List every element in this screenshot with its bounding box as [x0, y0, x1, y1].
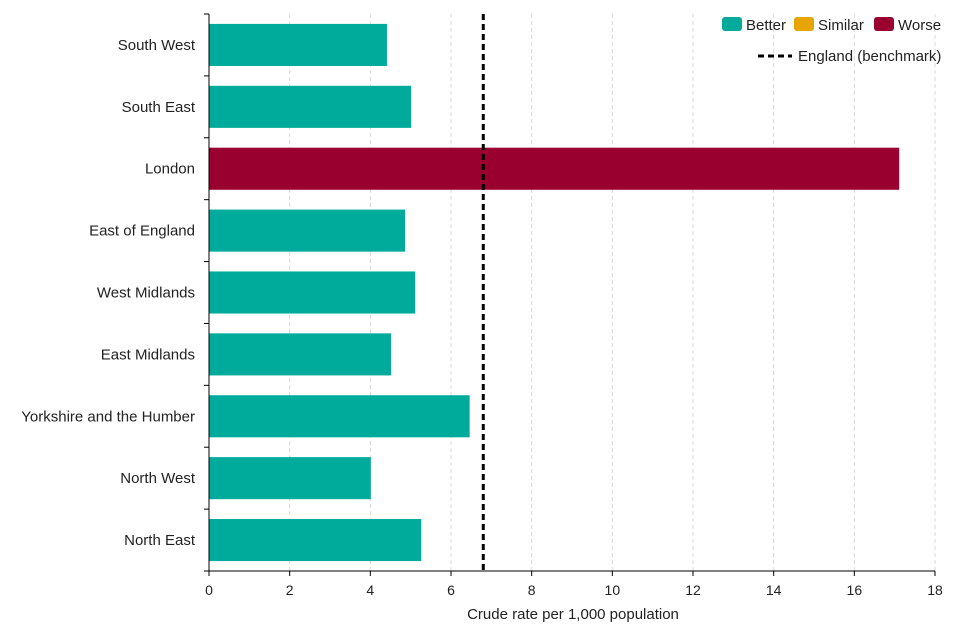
x-tick-labels: 0 2 4 6 8 10 12 14 16 18: [205, 582, 943, 598]
bar: [209, 333, 391, 376]
legend-swatch: [794, 17, 814, 31]
bar: [209, 23, 387, 66]
category-label: West Midlands: [97, 285, 195, 302]
x-tick-label: 16: [847, 582, 863, 598]
x-tick-label: 10: [605, 582, 621, 598]
legend-benchmark-label: England (benchmark): [798, 48, 941, 65]
legend: Better Similar Worse England (benchmark): [722, 17, 941, 65]
x-tick-label: 14: [766, 582, 782, 598]
legend-swatch: [874, 17, 894, 31]
category-label: South West: [118, 37, 196, 54]
bars: [209, 23, 900, 562]
bar: [209, 457, 371, 500]
category-label: East of England: [89, 223, 195, 240]
x-tick-label: 6: [447, 582, 455, 598]
legend-label: Better: [746, 17, 786, 34]
bar: [209, 395, 470, 438]
legend-label: Worse: [898, 17, 941, 34]
x-tick-label: 4: [366, 582, 374, 598]
bar: [209, 519, 422, 562]
x-tick-label: 0: [205, 582, 213, 598]
category-label: Yorkshire and the Humber: [21, 408, 195, 425]
x-tick-label: 2: [286, 582, 294, 598]
legend-swatch: [722, 17, 742, 31]
category-label: North East: [124, 532, 196, 549]
category-labels: South West South East London East of Englan…: [21, 37, 196, 549]
category-label: North West: [120, 470, 196, 487]
x-axis-title: Crude rate per 1,000 population: [467, 606, 679, 623]
x-tick-label: 8: [528, 582, 536, 598]
legend-label: Similar: [818, 17, 864, 34]
axes: [204, 13, 936, 576]
x-tick-label: 12: [685, 582, 701, 598]
category-label: London: [145, 161, 195, 178]
category-label: East Midlands: [101, 346, 195, 363]
bar: [209, 209, 406, 252]
bar: [209, 147, 900, 190]
bar: [209, 85, 412, 128]
x-tick-label: 18: [927, 582, 943, 598]
category-label: South East: [122, 99, 196, 116]
bar: [209, 271, 416, 314]
